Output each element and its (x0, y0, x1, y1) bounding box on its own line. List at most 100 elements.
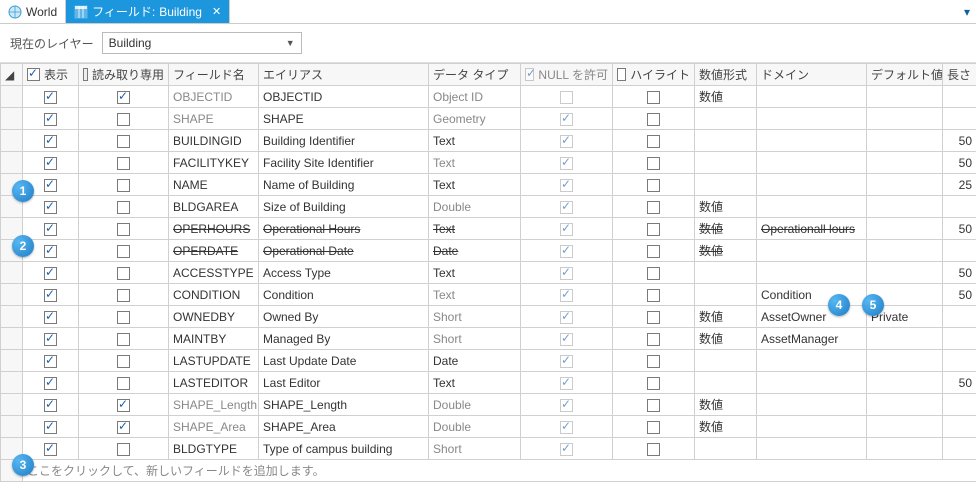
cell-fieldname[interactable]: BUILDINGID (169, 130, 259, 152)
cell-readonly[interactable] (79, 152, 169, 174)
tab-world[interactable]: World (0, 0, 66, 23)
checkbox[interactable] (647, 91, 660, 104)
cell-highlight[interactable] (613, 372, 695, 394)
cell-visible[interactable] (23, 196, 79, 218)
cell-length[interactable]: 50 (943, 284, 976, 306)
row-selector[interactable] (1, 86, 23, 108)
cell-readonly[interactable] (79, 328, 169, 350)
checkbox[interactable] (647, 399, 660, 412)
cell-fieldname[interactable]: OPERDATE (169, 240, 259, 262)
cell-visible[interactable] (23, 438, 79, 460)
cell-highlight[interactable] (613, 438, 695, 460)
cell-datatype[interactable]: Double (429, 394, 521, 416)
cell-length[interactable] (943, 416, 976, 438)
checkbox[interactable] (117, 113, 130, 126)
cell-visible[interactable] (23, 152, 79, 174)
checkbox[interactable] (117, 245, 130, 258)
cell-length[interactable] (943, 394, 976, 416)
row-selector[interactable] (1, 284, 23, 306)
cell-default[interactable] (867, 240, 943, 262)
cell-numfmt[interactable] (695, 174, 757, 196)
cell-numfmt[interactable] (695, 108, 757, 130)
cell-fieldname[interactable]: LASTEDITOR (169, 372, 259, 394)
checkbox[interactable] (44, 113, 57, 126)
checkbox[interactable] (647, 311, 660, 324)
cell-datatype[interactable]: Text (429, 262, 521, 284)
close-icon[interactable]: ✕ (212, 5, 221, 18)
cell-readonly[interactable] (79, 372, 169, 394)
table-row[interactable]: LASTEDITORLast EditorText50 (1, 372, 976, 394)
cell-alias[interactable]: Operational Date (259, 240, 429, 262)
cell-datatype[interactable]: Date (429, 350, 521, 372)
cell-datatype[interactable]: Text (429, 152, 521, 174)
cell-visible[interactable] (23, 394, 79, 416)
cell-fieldname[interactable]: ACCESSTYPE (169, 262, 259, 284)
cell-alias[interactable]: SHAPE (259, 108, 429, 130)
cell-highlight[interactable] (613, 240, 695, 262)
hdr-numfmt[interactable]: 数値形式 (695, 64, 757, 86)
cell-domain[interactable] (757, 416, 867, 438)
cell-readonly[interactable] (79, 240, 169, 262)
table-row[interactable]: SHAPESHAPEGeometry (1, 108, 976, 130)
hdr-domain[interactable]: ドメイン (757, 64, 867, 86)
cell-length[interactable]: 50 (943, 372, 976, 394)
row-selector[interactable] (1, 372, 23, 394)
cell-alias[interactable]: Last Update Date (259, 350, 429, 372)
cell-domain[interactable] (757, 108, 867, 130)
cell-readonly[interactable] (79, 108, 169, 130)
hdr-fieldname[interactable]: フィールド名 (169, 64, 259, 86)
cell-alias[interactable]: Name of Building (259, 174, 429, 196)
cell-length[interactable] (943, 86, 976, 108)
cell-length[interactable] (943, 240, 976, 262)
cell-alias[interactable]: Condition (259, 284, 429, 306)
checkbox[interactable] (647, 245, 660, 258)
cell-numfmt[interactable] (695, 152, 757, 174)
checkbox[interactable] (44, 267, 57, 280)
checkbox[interactable] (44, 399, 57, 412)
cell-default[interactable] (867, 328, 943, 350)
cell-default[interactable] (867, 394, 943, 416)
cell-alias[interactable]: Type of campus building (259, 438, 429, 460)
checkbox[interactable] (647, 377, 660, 390)
table-row[interactable]: SHAPE_AreaSHAPE_AreaDouble数値 (1, 416, 976, 438)
cell-numfmt[interactable]: 数値 (695, 328, 757, 350)
checkbox[interactable] (117, 135, 130, 148)
tab-fields[interactable]: フィールド: Building ✕ (66, 0, 230, 23)
checkbox[interactable] (117, 91, 130, 104)
cell-visible[interactable] (23, 306, 79, 328)
checkbox[interactable] (44, 179, 57, 192)
checkbox[interactable] (44, 311, 57, 324)
cell-length[interactable]: 50 (943, 130, 976, 152)
checkbox[interactable] (117, 267, 130, 280)
cell-alias[interactable]: Access Type (259, 262, 429, 284)
checkbox[interactable] (117, 421, 130, 434)
hdr-default[interactable]: デフォルト値 (867, 64, 943, 86)
cell-numfmt[interactable]: 数値 (695, 86, 757, 108)
cell-fieldname[interactable]: LASTUPDATE (169, 350, 259, 372)
hdr-highlight[interactable]: ハイライト (613, 64, 695, 86)
cell-default[interactable] (867, 350, 943, 372)
cell-highlight[interactable] (613, 196, 695, 218)
checkbox[interactable] (44, 421, 57, 434)
table-row[interactable]: OBJECTIDOBJECTIDObject ID数値 (1, 86, 976, 108)
checkbox[interactable] (44, 289, 57, 302)
cell-alias[interactable]: Building Identifier (259, 130, 429, 152)
checkbox[interactable] (44, 245, 57, 258)
cell-domain[interactable] (757, 262, 867, 284)
checkbox[interactable] (44, 377, 57, 390)
cell-readonly[interactable] (79, 438, 169, 460)
cell-domain[interactable]: AssetOwner (757, 306, 867, 328)
cell-readonly[interactable] (79, 196, 169, 218)
row-selector[interactable] (1, 152, 23, 174)
hdr-visible-checkbox[interactable] (27, 68, 40, 81)
row-selector[interactable] (1, 394, 23, 416)
cell-numfmt[interactable]: 数値 (695, 240, 757, 262)
cell-default[interactable] (867, 152, 943, 174)
cell-length[interactable] (943, 350, 976, 372)
cell-fieldname[interactable]: OPERHOURS (169, 218, 259, 240)
cell-fieldname[interactable]: BLDGAREA (169, 196, 259, 218)
hdr-allownull[interactable]: NULL を許可 (521, 64, 613, 86)
cell-visible[interactable] (23, 218, 79, 240)
cell-datatype[interactable]: Short (429, 306, 521, 328)
checkbox[interactable] (117, 355, 130, 368)
